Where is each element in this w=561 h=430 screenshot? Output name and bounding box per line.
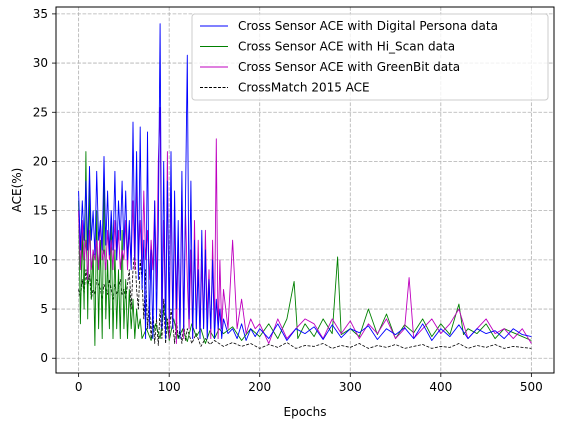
y-tick-label: 5	[40, 302, 48, 316]
axis-ticks: 0 100 200 300 400 500 0 5 10 15 20 25 30 35	[33, 7, 543, 394]
legend-label: Cross Sensor ACE with Digital Persona da…	[238, 19, 498, 33]
x-tick-label: 200	[248, 380, 271, 394]
y-tick-label: 15	[33, 204, 48, 218]
x-tick-label: 300	[339, 380, 362, 394]
x-tick-label: 400	[429, 380, 452, 394]
y-tick-label: 35	[33, 7, 48, 21]
series-layer	[78, 23, 532, 349]
x-axis-label: Epochs	[284, 405, 327, 419]
x-tick-label: 500	[520, 380, 543, 394]
legend-label: Cross Sensor ACE with GreenBit data	[238, 60, 460, 74]
y-tick-label: 0	[40, 351, 48, 365]
series-line-2	[78, 106, 532, 344]
x-tick-label: 0	[75, 380, 83, 394]
legend-label: CrossMatch 2015 ACE	[238, 81, 370, 95]
legend-box	[191, 13, 549, 101]
y-tick-label: 30	[33, 56, 48, 70]
y-tick-label: 10	[33, 253, 48, 267]
legend: Cross Sensor ACE with Digital Persona da…	[191, 13, 549, 101]
series-line-0	[78, 23, 532, 341]
plot-frame	[55, 6, 555, 374]
legend-label: Cross Sensor ACE with Hi_Scan data	[238, 40, 455, 54]
x-tick-label: 100	[158, 380, 181, 394]
y-tick-label: 20	[33, 154, 48, 168]
series-line-3	[78, 249, 532, 349]
y-tick-label: 25	[33, 105, 48, 119]
y-axis-label: ACE(%)	[10, 168, 24, 213]
